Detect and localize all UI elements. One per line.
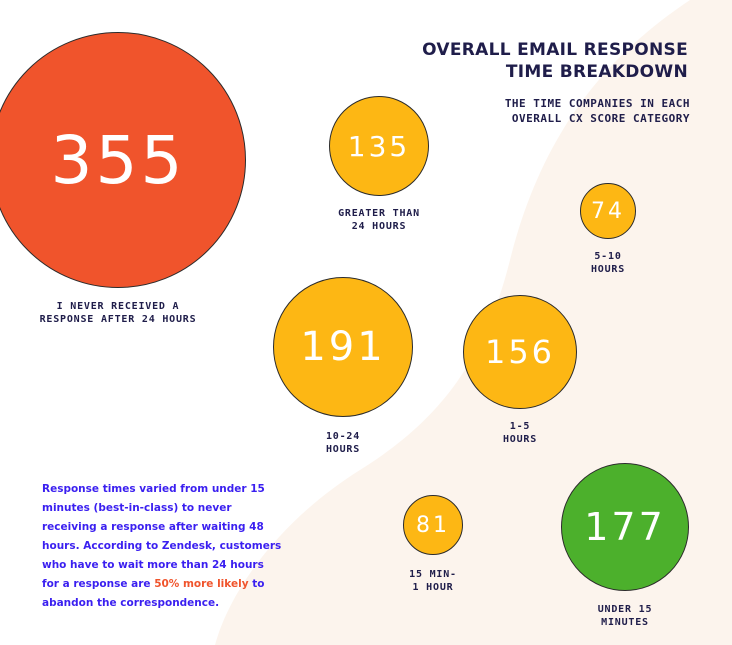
bubble-1: 135 (329, 96, 429, 196)
bubble-label-6-line-0: UNDER 15 (597, 604, 653, 615)
bubble-5: 81 (403, 495, 463, 555)
bubble-label-2-line-1: HOURS (590, 264, 626, 275)
footnote-text-2: to abandon the correspondence. (42, 578, 265, 609)
chart-title: OVERALL EMAIL RESPONSE TIME BREAKDOWN (422, 39, 688, 83)
bubble-label-1: GREATER THAN 24 HOURS (338, 207, 420, 233)
bubble-label-2: 5-10 HOURS (591, 250, 625, 276)
bubble-label-4: 1-5 HOURS (503, 420, 537, 446)
bubble-6: 177 (561, 463, 689, 591)
bubble-label-4-line-1: HOURS (502, 434, 538, 445)
bubble-label-1-line-0: GREATER THAN (338, 208, 420, 219)
footnote-highlight: 50% more likely (154, 578, 249, 590)
bubble-label-6-line-1: MINUTES (601, 617, 649, 628)
bubble-value-1: 135 (347, 129, 411, 163)
chart-subtitle: THE TIME COMPANIES IN EACH OVERALL CX SC… (505, 96, 690, 126)
bubble-label-2-line-0: 5-10 (594, 251, 622, 262)
bubble-label-0-line-0: I NEVER RECEIVED A (56, 301, 180, 312)
bubble-label-5: 15 MIN- 1 HOUR (409, 568, 457, 594)
bubble-label-6: UNDER 15 MINUTES (598, 603, 653, 629)
chart-subtitle-line-2: OVERALL CX SCORE CATEGORY (511, 112, 690, 125)
bubble-value-3: 191 (300, 324, 386, 370)
bubble-4: 156 (463, 295, 577, 409)
chart-title-line-1: OVERALL EMAIL RESPONSE (422, 40, 688, 60)
bubble-label-0: I NEVER RECEIVED A RESPONSE AFTER 24 HOUR… (40, 300, 197, 326)
footnote-text-1: Response times varied from under 15 minu… (42, 483, 282, 590)
bubble-value-2: 74 (591, 198, 625, 224)
chart-title-line-2: TIME BREAKDOWN (505, 62, 688, 82)
bubble-label-3-line-1: HOURS (325, 444, 361, 455)
bubble-0: 355 (0, 32, 246, 288)
bubble-value-6: 177 (584, 505, 666, 549)
bubble-value-0: 355 (50, 121, 186, 199)
bubble-2: 74 (580, 183, 636, 239)
bubble-label-1-line-1: 24 HOURS (351, 221, 407, 232)
bubble-label-0-line-1: RESPONSE AFTER 24 HOURS (39, 314, 197, 325)
bubble-label-4-line-0: 1-5 (509, 421, 531, 432)
bubble-label-5-line-0: 15 MIN- (409, 569, 457, 580)
bubble-3: 191 (273, 277, 413, 417)
bubble-value-5: 81 (416, 512, 450, 538)
bubble-label-3-line-0: 10-24 (325, 431, 361, 442)
bubble-label-3: 10-24 HOURS (326, 430, 360, 456)
footnote: Response times varied from under 15 minu… (42, 480, 282, 613)
chart-subtitle-line-1: THE TIME COMPANIES IN EACH (504, 97, 690, 110)
bubble-label-5-line-1: 1 HOUR (412, 582, 454, 593)
bubble-value-4: 156 (484, 333, 556, 371)
